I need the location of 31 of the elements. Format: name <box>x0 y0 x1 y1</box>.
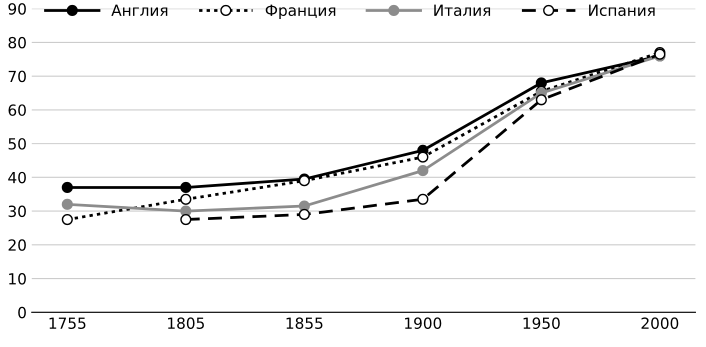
point <box>62 198 73 210</box>
x-tick-label: 1950 <box>524 317 560 329</box>
x-tick-label: 2000 <box>642 317 678 329</box>
point <box>62 182 73 194</box>
point <box>417 152 428 163</box>
point <box>62 214 73 226</box>
y-tick-label: 60 <box>8 104 26 116</box>
point <box>180 194 192 205</box>
legend-label: Испания <box>589 4 655 16</box>
legend-label: Англия <box>111 4 168 16</box>
point <box>180 214 192 226</box>
y-tick-label: 90 <box>8 3 26 15</box>
x-tick-label: 1805 <box>168 317 204 329</box>
x-tick-label: 1855 <box>286 317 322 329</box>
y-tick-label: 40 <box>8 172 26 184</box>
point <box>536 94 547 106</box>
point <box>180 182 192 194</box>
x-tick-label: 1900 <box>405 317 442 329</box>
y-tick-label: 50 <box>8 138 26 150</box>
legend-label: Франция <box>266 4 336 19</box>
point <box>298 208 310 220</box>
legend-label: Италия <box>434 4 490 16</box>
y-tick-label: 10 <box>9 273 26 285</box>
x-tick-label: 1755 <box>50 318 86 329</box>
point <box>417 194 428 205</box>
y-tick-label: 0 <box>18 306 26 318</box>
y-tick-label: 70 <box>8 70 26 82</box>
y-tick-label: 80 <box>8 36 26 48</box>
point <box>417 165 428 176</box>
y-tick-label: 30 <box>8 206 26 218</box>
y-tick-label: 20 <box>8 239 26 251</box>
